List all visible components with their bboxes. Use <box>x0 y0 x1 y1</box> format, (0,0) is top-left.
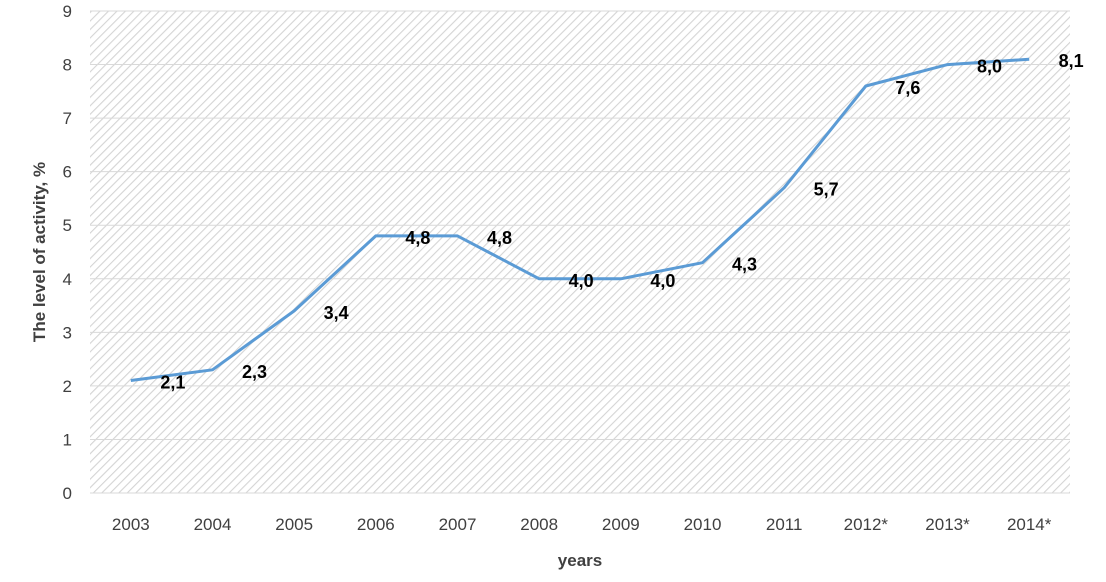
series-line <box>130 57 1030 382</box>
data-label: 4,0 <box>569 271 594 291</box>
y-tick-label: 3 <box>63 323 72 342</box>
y-tick-label: 6 <box>63 163 72 182</box>
y-tick-label: 2 <box>63 377 72 396</box>
data-label: 4,8 <box>487 228 512 248</box>
data-label: 2,3 <box>242 362 267 382</box>
y-tick-label: 0 <box>63 484 72 503</box>
x-tick-label: 2009 <box>602 515 640 534</box>
x-tick-label: 2012* <box>844 515 889 534</box>
x-tick-label: 2014* <box>1007 515 1052 534</box>
data-label: 3,4 <box>324 303 349 323</box>
x-tick-label: 2008 <box>520 515 558 534</box>
data-label: 8,1 <box>1059 51 1084 71</box>
plot-area <box>90 11 1070 493</box>
x-tick-label: 2013* <box>925 515 970 534</box>
x-tick-label: 2006 <box>357 515 395 534</box>
x-axis-title: years <box>558 551 602 570</box>
x-axis: 2003 2004 2005 2006 2007 2008 2009 2010 2011 2012… <box>112 515 1052 534</box>
data-labels: 2,1 2,3 3,4 4,8 4,8 4,0 4,0 4,3 5,7 7,6 8,0 8,1 <box>160 51 1083 392</box>
y-axis: 0 1 2 3 4 5 6 7 8 9 <box>63 2 72 503</box>
data-label: 4,8 <box>405 228 430 248</box>
y-tick-label: 7 <box>63 109 72 128</box>
x-tick-label: 2003 <box>112 515 150 534</box>
x-tick-label: 2010 <box>684 515 722 534</box>
data-label: 2,1 <box>160 373 185 393</box>
y-axis-title: The level of activity, % <box>30 162 49 342</box>
y-tick-label: 8 <box>63 56 72 75</box>
x-tick-label: 2007 <box>439 515 477 534</box>
y-tick-label: 1 <box>63 430 72 449</box>
data-label: 4,3 <box>732 255 757 275</box>
y-tick-label: 5 <box>63 216 72 235</box>
data-label: 8,0 <box>977 57 1002 77</box>
y-tick-label: 4 <box>63 270 72 289</box>
y-tick-label: 9 <box>63 2 72 21</box>
x-tick-label: 2005 <box>275 515 313 534</box>
data-label: 5,7 <box>814 180 839 200</box>
data-label: 4,0 <box>650 271 675 291</box>
x-tick-label: 2011 <box>766 515 803 534</box>
x-tick-label: 2004 <box>194 515 232 534</box>
data-label: 7,6 <box>895 78 920 98</box>
